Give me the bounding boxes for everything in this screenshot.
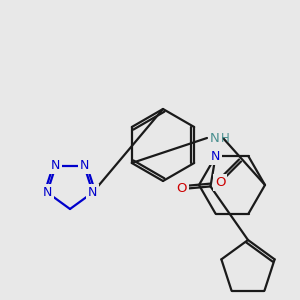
Text: N: N bbox=[51, 159, 61, 172]
Text: O: O bbox=[215, 176, 225, 189]
Text: N: N bbox=[210, 131, 220, 145]
Text: N: N bbox=[211, 150, 220, 163]
Text: N: N bbox=[88, 186, 98, 199]
Text: N: N bbox=[43, 186, 52, 199]
Text: O: O bbox=[176, 182, 187, 195]
Text: H: H bbox=[220, 133, 230, 146]
Text: N: N bbox=[88, 186, 98, 199]
Text: N: N bbox=[80, 159, 89, 172]
